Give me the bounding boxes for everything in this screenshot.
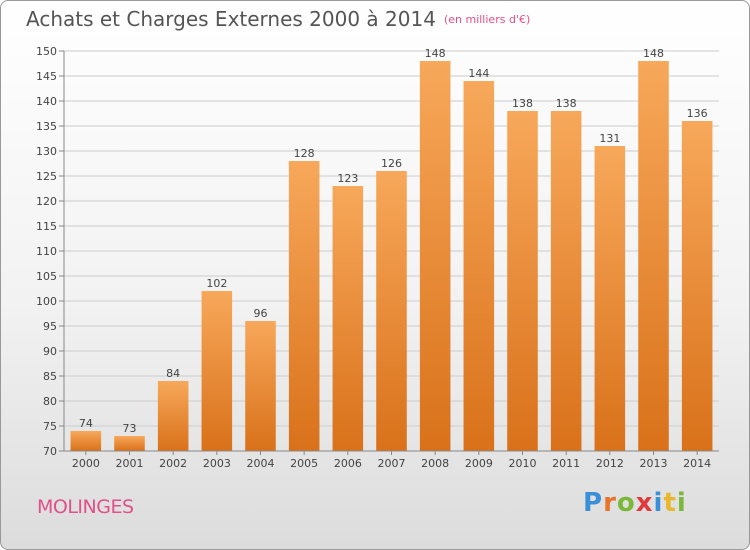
x-tick-label: 2009	[465, 457, 493, 470]
bar	[332, 186, 364, 451]
proxiti-logo: Proxiti	[583, 488, 687, 518]
bar-value-label: 148	[643, 47, 664, 60]
bar	[376, 171, 407, 451]
y-tick-label: 110	[36, 245, 57, 258]
logo-letter: i	[653, 488, 664, 518]
logo-letter: P	[583, 488, 604, 518]
x-tick-label: 2010	[509, 457, 537, 470]
logo-letter: x	[635, 488, 654, 518]
bar-value-label: 123	[337, 172, 358, 185]
bar	[550, 111, 582, 451]
bar	[681, 121, 713, 451]
logo-letter: t	[663, 488, 677, 518]
bar	[463, 81, 495, 451]
chart-title-main: Achats et Charges Externes 2000 à 2014	[26, 7, 436, 31]
bar-value-label: 74	[79, 417, 93, 430]
bar-value-label: 148	[425, 47, 446, 60]
bar-value-label: 128	[294, 147, 315, 160]
y-tick-label: 120	[36, 195, 57, 208]
y-tick-label: 95	[43, 320, 57, 333]
x-tick-label: 2001	[116, 457, 144, 470]
bar	[288, 161, 320, 451]
chart-title: Achats et Charges Externes 2000 à 2014 (e…	[26, 7, 530, 31]
axis-layer	[59, 50, 719, 455]
bar-layer	[70, 61, 713, 451]
bar-value-label: 84	[166, 367, 180, 380]
bar-value-label: 131	[599, 132, 620, 145]
bar	[594, 146, 626, 451]
y-tick-label: 125	[36, 170, 57, 183]
y-tick-label: 100	[36, 295, 57, 308]
x-tick-label: 2004	[247, 457, 275, 470]
y-tick-label: 75	[43, 420, 57, 433]
y-tick-label: 80	[43, 395, 57, 408]
x-tick-label: 2003	[203, 457, 231, 470]
commune-name: MOLINGES	[37, 496, 134, 518]
y-tick-label: 145	[36, 70, 57, 83]
label-layer: 70 75 80 85 90 95 100 105 110 115 120 125 130 135 140 1…	[36, 45, 711, 470]
logo-letter: r	[603, 488, 617, 518]
bar-value-label: 138	[512, 97, 533, 110]
bar	[70, 431, 102, 451]
logo-letter: o	[616, 488, 636, 518]
bar	[245, 321, 276, 451]
y-tick-label: 85	[43, 370, 57, 383]
logo-letter: i	[676, 488, 687, 518]
bar	[638, 61, 669, 451]
x-tick-label: 2008	[421, 457, 449, 470]
bar	[201, 291, 233, 451]
x-tick-label: 2014	[683, 457, 711, 470]
x-tick-label: 2002	[159, 457, 187, 470]
x-tick-label: 2005	[290, 457, 318, 470]
x-tick-label: 2011	[552, 457, 580, 470]
bar-value-label: 102	[206, 277, 227, 290]
y-tick-label: 115	[36, 220, 57, 233]
y-tick-label: 130	[36, 145, 57, 158]
y-tick-label: 90	[43, 345, 57, 358]
bar	[157, 381, 189, 451]
x-tick-label: 2012	[596, 457, 624, 470]
y-tick-label: 135	[36, 120, 57, 133]
x-tick-label: 2006	[334, 457, 362, 470]
x-tick-label: 2000	[72, 457, 100, 470]
bar	[507, 111, 538, 451]
bar-value-label: 144	[468, 67, 489, 80]
bar-value-label: 126	[381, 157, 402, 170]
bar	[419, 61, 451, 451]
y-tick-label: 140	[36, 95, 57, 108]
y-tick-label: 70	[43, 445, 57, 458]
bar	[114, 436, 145, 451]
x-tick-label: 2007	[378, 457, 406, 470]
y-tick-label: 150	[36, 45, 57, 58]
bar-value-label: 136	[687, 107, 708, 120]
bar-value-label: 96	[254, 307, 268, 320]
y-tick-label: 105	[36, 270, 57, 283]
chart-title-unit: (en milliers d'€)	[443, 13, 531, 26]
bar-value-label: 73	[123, 422, 137, 435]
x-tick-label: 2013	[640, 457, 668, 470]
bar-value-label: 138	[556, 97, 577, 110]
